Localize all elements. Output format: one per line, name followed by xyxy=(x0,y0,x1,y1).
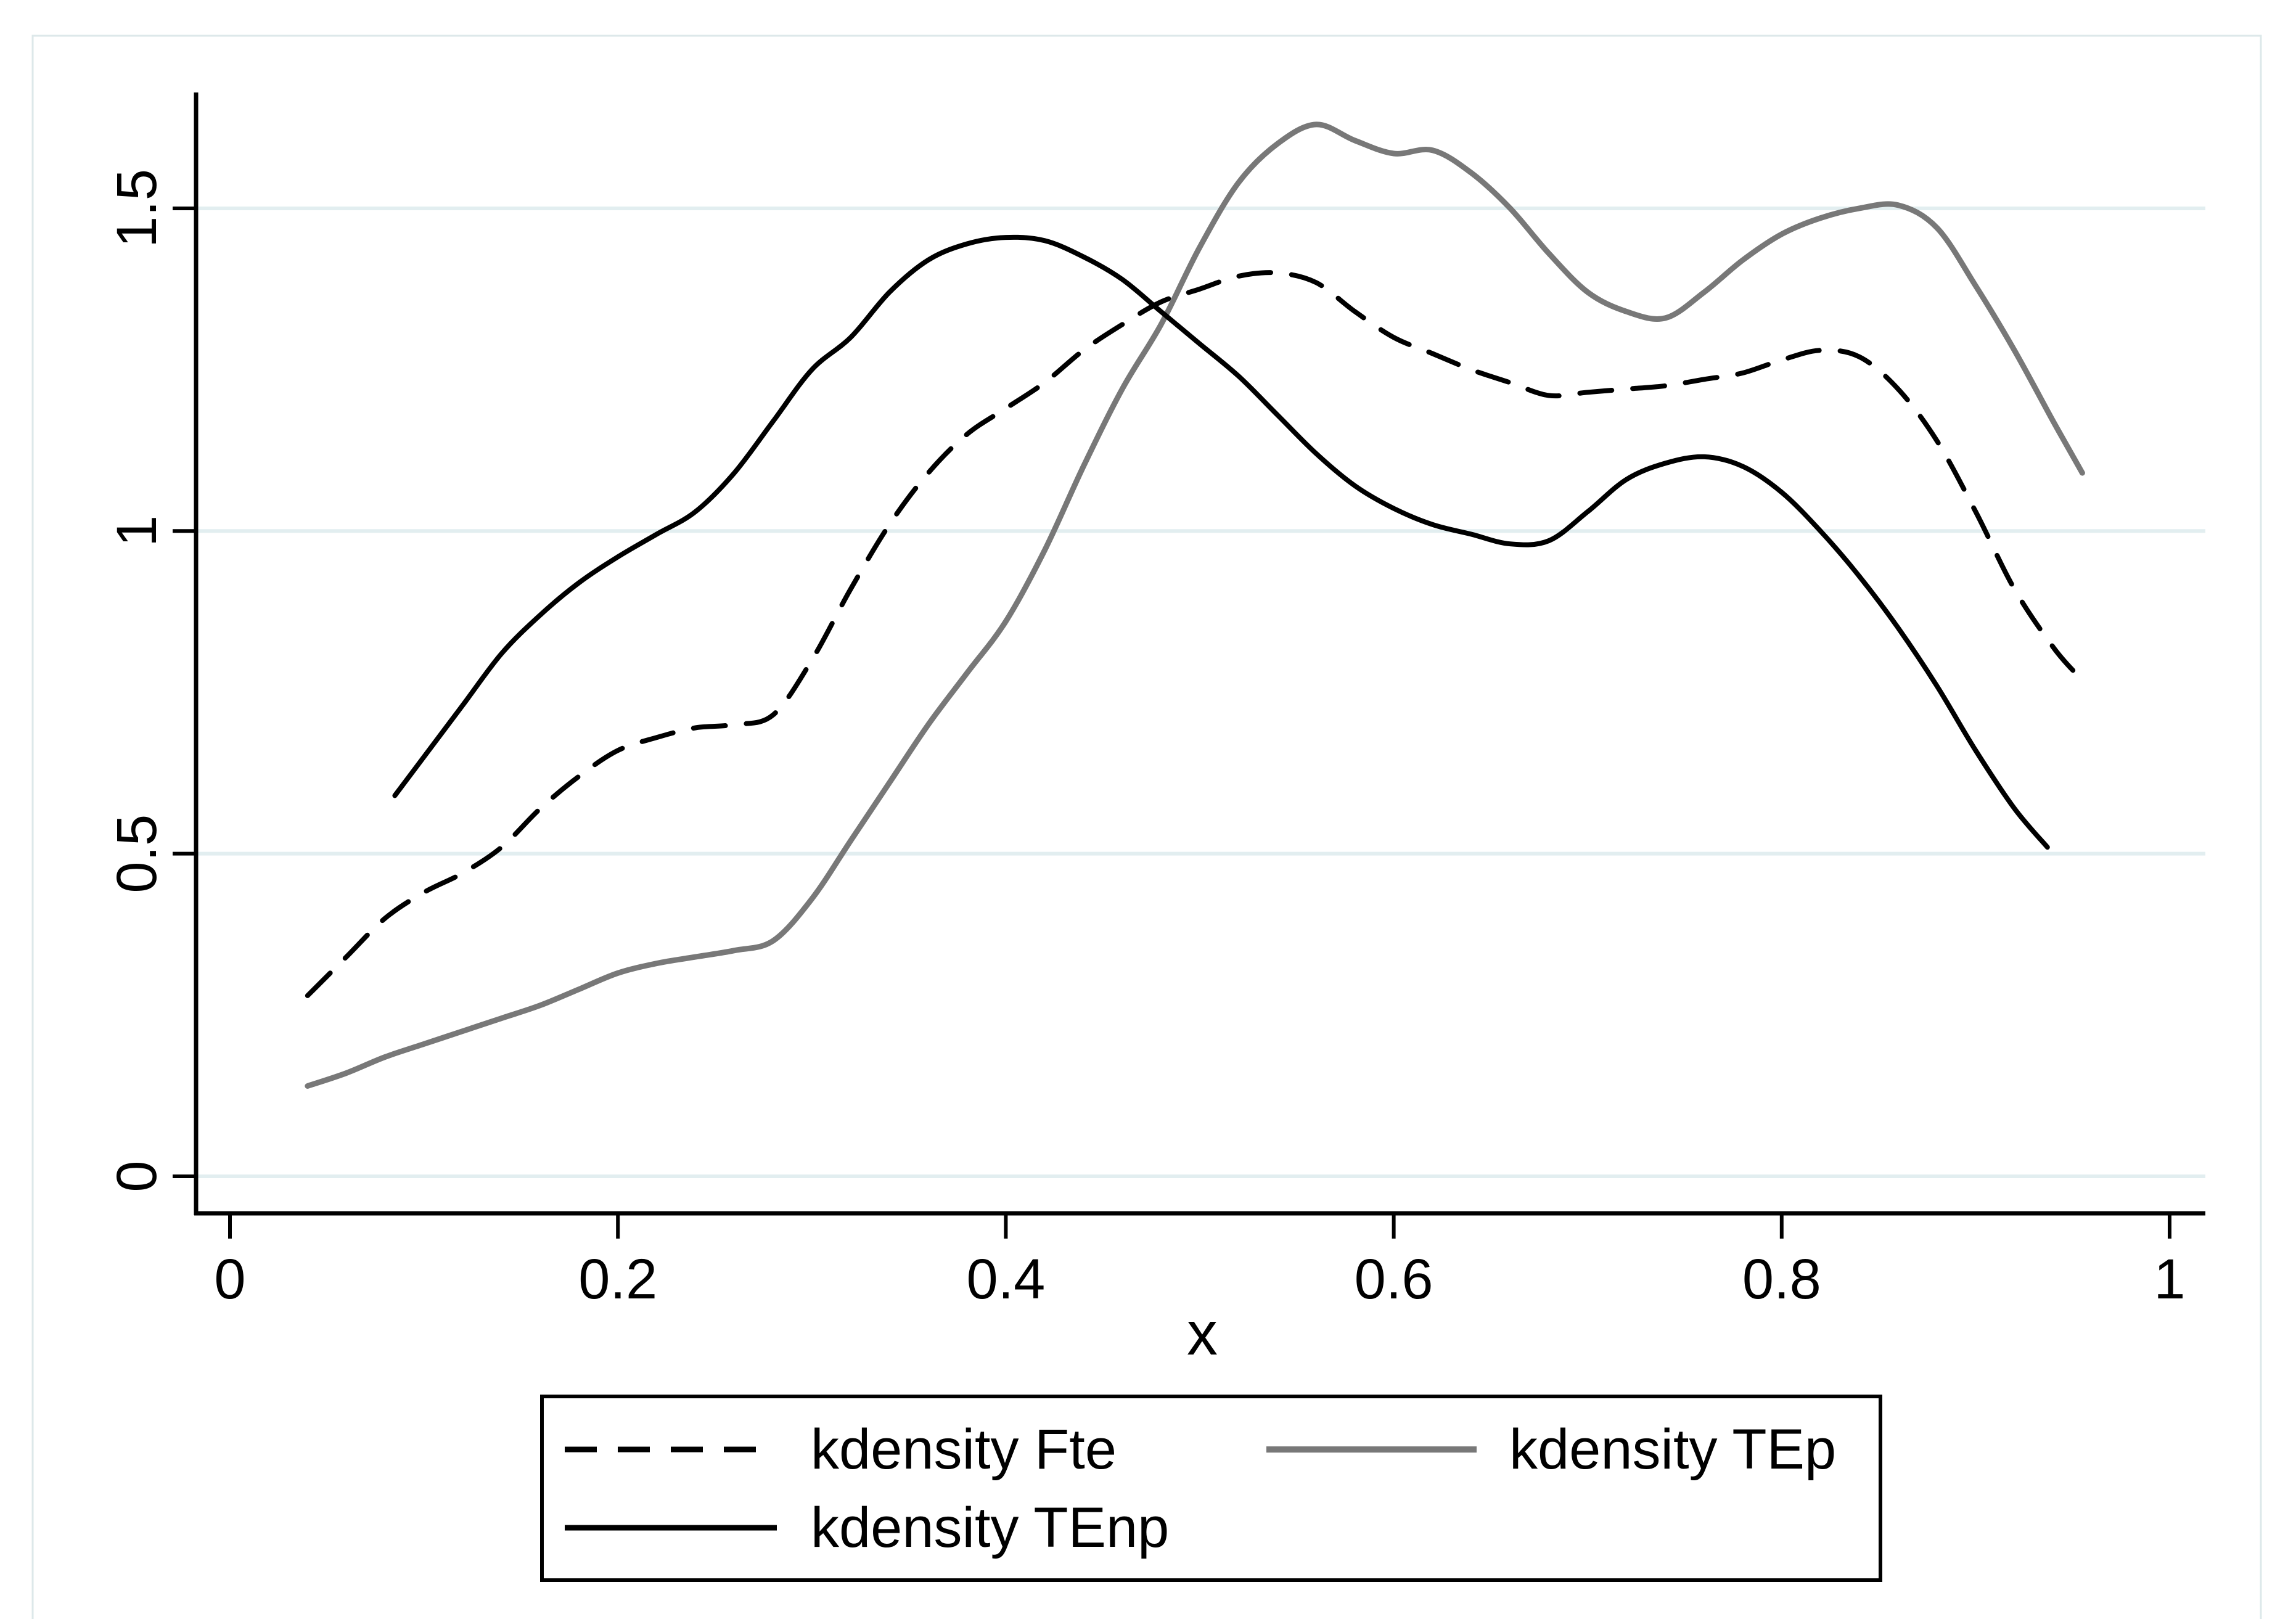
x-tick-label: 0.4 xyxy=(966,1248,1045,1311)
figure-border xyxy=(31,35,2262,1619)
legend-label-3: kdensity TEnp xyxy=(811,1496,1169,1559)
y-axis-ticks: 0 0.5 1 1.5 xyxy=(105,169,194,1192)
x-axis-title: x xyxy=(1187,1299,1218,1368)
legend-label-1: kdensity Fte xyxy=(811,1418,1117,1481)
legend-box xyxy=(540,1395,1882,1582)
legend-entries: kdensity Fte kdensity TEp kdensity TEnp xyxy=(565,1418,1836,1559)
series-line-kdensity-tenp xyxy=(392,234,2050,850)
legend-label-2: kdensity TEp xyxy=(1509,1418,1836,1481)
gridlines xyxy=(198,206,2205,1178)
x-tick-label: 0.2 xyxy=(578,1248,657,1311)
y-tick-label: 1.5 xyxy=(105,169,168,248)
series-line-kdensity-fte xyxy=(305,270,2081,998)
x-tick-label: 0.8 xyxy=(1742,1248,1821,1311)
y-tick-label: 0 xyxy=(105,1160,168,1192)
y-tick-label: 1 xyxy=(105,515,168,547)
series-lines xyxy=(305,121,2085,1089)
y-tick-label: 0.5 xyxy=(105,814,168,893)
x-tick-label: 0.6 xyxy=(1355,1248,1433,1311)
series-line-kdensity-tep xyxy=(305,121,2085,1089)
legend: kdensity Fte kdensity TEp kdensity TEnp xyxy=(540,1395,1882,1582)
x-tick-label: 0 xyxy=(214,1248,245,1311)
x-tick-label: 1 xyxy=(2154,1248,2185,1311)
x-axis-ticks: 0 0.2 0.4 0.6 0.8 1 xyxy=(214,1215,2186,1311)
